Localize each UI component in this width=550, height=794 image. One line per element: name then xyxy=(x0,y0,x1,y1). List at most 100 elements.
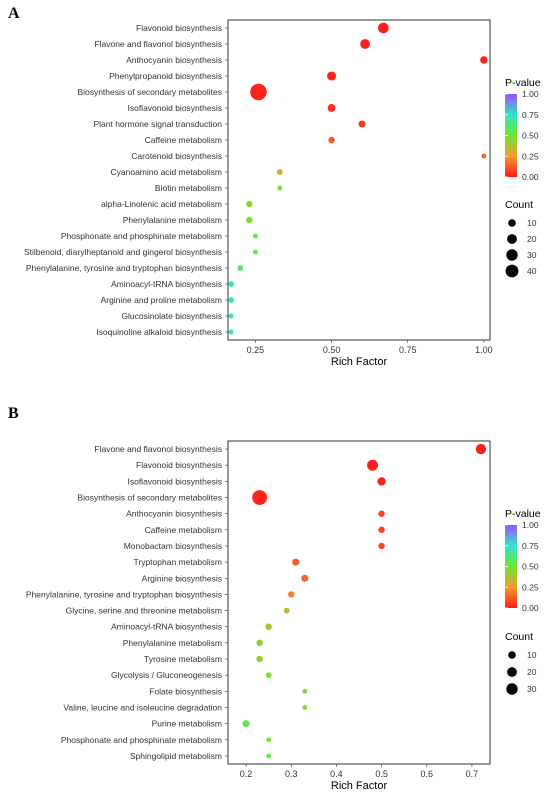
panel-b-point xyxy=(378,542,385,550)
panel-b-colorbar-tick-label: 0.00 xyxy=(522,603,539,613)
panel-b-pathway-label: Biosynthesis of secondary metabolites xyxy=(77,493,222,503)
panel-b-pathway-label: Isoflavonoid biosynthesis xyxy=(127,476,222,486)
panel-b-point xyxy=(283,607,290,614)
panel-b-colorbar-tick-label: 0.25 xyxy=(522,582,539,592)
panel-b-colorbar-tick-label: 0.50 xyxy=(522,562,539,572)
panel-b-point xyxy=(288,591,295,598)
panel-a-colorbar-tick-label: 0.50 xyxy=(522,131,539,141)
panel-a-x-axis-title: Rich Factor xyxy=(331,356,388,368)
panel-a-colorbar-tick-label: 0.25 xyxy=(522,151,539,161)
panel-b-point xyxy=(292,558,300,566)
panel-b-point xyxy=(378,510,385,517)
panel-b-pathway-label: Flavonoid biosynthesis xyxy=(136,460,222,470)
panel-a-colorbar-tick-label: 1.00 xyxy=(522,89,539,99)
panel-b-count-legend-title: Count xyxy=(505,631,533,643)
panel-b-pathway-label: Glycine, serine and threonine metabolism xyxy=(66,606,222,616)
panel-b-pathway-label: Flavone and flavonol biosynthesis xyxy=(94,444,222,454)
panel-b-x-tick-label: 0.7 xyxy=(466,769,479,779)
panel-b-count-legend-label: 20 xyxy=(527,667,537,677)
panel-a-pathway-label: Stilbenoid, diarylheptanoid and gingerol… xyxy=(24,247,222,257)
panel-a-pathway-label: Biotin metabolism xyxy=(155,183,222,193)
panel-b-colorbar-tick-label: 0.75 xyxy=(522,541,539,551)
panel-a-x-tick-label: 0.50 xyxy=(323,345,341,355)
panel-a-pathway-label: Arginine and proline metabolism xyxy=(101,295,222,305)
panel-b-x-tick-label: 0.6 xyxy=(421,769,434,779)
panel-b-pathway-label: Monobactam biosynthesis xyxy=(124,541,222,551)
panel-a-point xyxy=(327,104,336,112)
panel-b-plot-border xyxy=(227,440,491,765)
panel-a-pathway-label: alpha-Linolenic acid metabolism xyxy=(101,199,222,209)
panel-a-pathway-label: Caffeine metabolism xyxy=(145,135,222,145)
panel-a-pathway-label: Flavone and flavonol biosynthesis xyxy=(94,39,222,49)
panel-a-point xyxy=(228,329,234,335)
panel-b-point xyxy=(266,753,272,759)
panel-b-count-legend-label: 10 xyxy=(527,650,537,660)
panel-a-label: A xyxy=(8,5,20,22)
panel-b-point xyxy=(266,737,272,743)
panel-b-count-legend-dot xyxy=(508,651,516,659)
panel-a-pathway-label: Phenylalanine, tyrosine and tryptophan b… xyxy=(26,263,222,273)
panel-b-pathway-label: Phenylalanine metabolism xyxy=(123,638,222,648)
panel-b-point xyxy=(252,490,268,505)
panel-b-pathway-label: Purine metabolism xyxy=(152,719,222,729)
panel-a-count-legend-dot xyxy=(507,234,517,244)
panel-a-point xyxy=(246,216,253,224)
panel-a-point xyxy=(228,281,234,287)
panel-a-point xyxy=(277,185,283,191)
panel-a-count-legend-label: 10 xyxy=(527,218,537,228)
panel-a-colorbar-tick-label: 0.00 xyxy=(522,172,539,182)
panel-b-count-legend-dot xyxy=(506,683,518,695)
panel-b-pathway-label: Aminoacyl-tRNA biosynthesis xyxy=(111,622,222,632)
panel-b-pathway-label: Sphingolipid metabolism xyxy=(130,751,222,761)
panel-b-pathway-label: Tyrosine metabolism xyxy=(144,654,222,664)
panel-a-pathway-label: Glucosinolate biosynthesis xyxy=(121,311,222,321)
panel-b-point xyxy=(302,688,308,694)
panel-a-pathway-label: Plant hormone signal transduction xyxy=(93,119,222,129)
panel-a-pathway-label: Phenylpropanoid biosynthesis xyxy=(109,71,222,81)
panel-a-count-legend-title: Count xyxy=(505,199,533,211)
panel-b-x-tick-label: 0.4 xyxy=(330,769,343,779)
panel-a-point xyxy=(378,22,389,34)
panel-a-pathway-label: Isoquinoline alkaloid biosynthesis xyxy=(96,327,222,337)
panel-b-pathway-label: Tryptophan metabolism xyxy=(133,557,222,567)
panel-a-x-tick-label: 0.75 xyxy=(399,345,417,355)
panel-a-count-legend-label: 30 xyxy=(527,250,537,260)
panel-a-point xyxy=(252,233,258,239)
panel-a-point xyxy=(252,249,258,255)
panel-b-pathway-label: Folate biosynthesis xyxy=(149,686,222,696)
panel-a-pathway-label: Biosynthesis of secondary metabolites xyxy=(77,87,222,97)
panel-b-pathway-label: Anthocyanin biosynthesis xyxy=(126,509,222,519)
panel-b-count-legend-dot xyxy=(507,667,517,677)
panel-b-point xyxy=(265,623,272,630)
panel-a-x-tick-label: 0.25 xyxy=(247,345,265,355)
panel-a-pathway-label: Flavonoid biosynthesis xyxy=(136,23,222,33)
panel-b-x-axis-title: Rich Factor xyxy=(331,780,388,792)
panel-b-pathway-label: Phenylalanine, tyrosine and tryptophan b… xyxy=(26,589,222,599)
panel-a-count-legend-dot xyxy=(508,219,516,227)
panel-a-count-legend-dot xyxy=(506,249,518,261)
panel-b-x-tick-label: 0.3 xyxy=(285,769,298,779)
panel-a-pathway-label: Phosphonate and phosphinate metabolism xyxy=(61,231,222,241)
panel-b-point xyxy=(377,477,386,486)
panel-b-x-tick-label: 0.5 xyxy=(375,769,388,779)
panel-a-pathway-label: Aminoacyl-tRNA biosynthesis xyxy=(111,279,222,289)
panel-b-pvalue-legend-title: P-value xyxy=(505,508,541,520)
panel-a-count-legend-dot xyxy=(505,264,519,278)
panel-b-pathway-label: Caffeine metabolism xyxy=(145,525,222,535)
panel-b-point xyxy=(265,672,272,679)
panel-b-label: B xyxy=(8,405,19,422)
panel-b-count-legend-label: 30 xyxy=(527,684,537,694)
panel-a-count-legend-label: 40 xyxy=(527,266,537,276)
panel-b-pathway-label: Phosphonate and phosphinate metabolism xyxy=(61,735,222,745)
panel-a-point xyxy=(480,56,488,64)
panel-a-point xyxy=(481,153,487,159)
panel-a-point xyxy=(228,313,234,319)
panel-b-point xyxy=(475,443,487,455)
panel-b-point xyxy=(256,655,263,663)
panel-a-count-legend-label: 20 xyxy=(527,234,537,244)
panel-a-point xyxy=(360,39,370,49)
panel-a-plot-border xyxy=(227,19,491,341)
panel-a-point xyxy=(228,297,234,303)
panel-a-point xyxy=(328,136,335,144)
